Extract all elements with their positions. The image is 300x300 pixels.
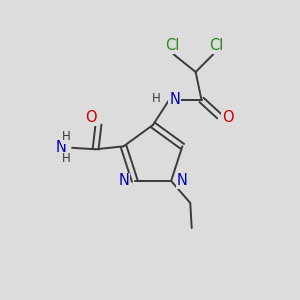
Text: O: O: [222, 110, 233, 125]
Text: N: N: [118, 173, 130, 188]
Text: N: N: [176, 173, 187, 188]
Text: Cl: Cl: [165, 38, 179, 53]
Text: O: O: [85, 110, 97, 125]
Text: H: H: [62, 152, 70, 166]
Text: Cl: Cl: [209, 38, 224, 53]
Text: N: N: [56, 140, 67, 155]
Text: H: H: [152, 92, 160, 105]
Text: H: H: [62, 130, 70, 143]
Text: N: N: [169, 92, 180, 107]
